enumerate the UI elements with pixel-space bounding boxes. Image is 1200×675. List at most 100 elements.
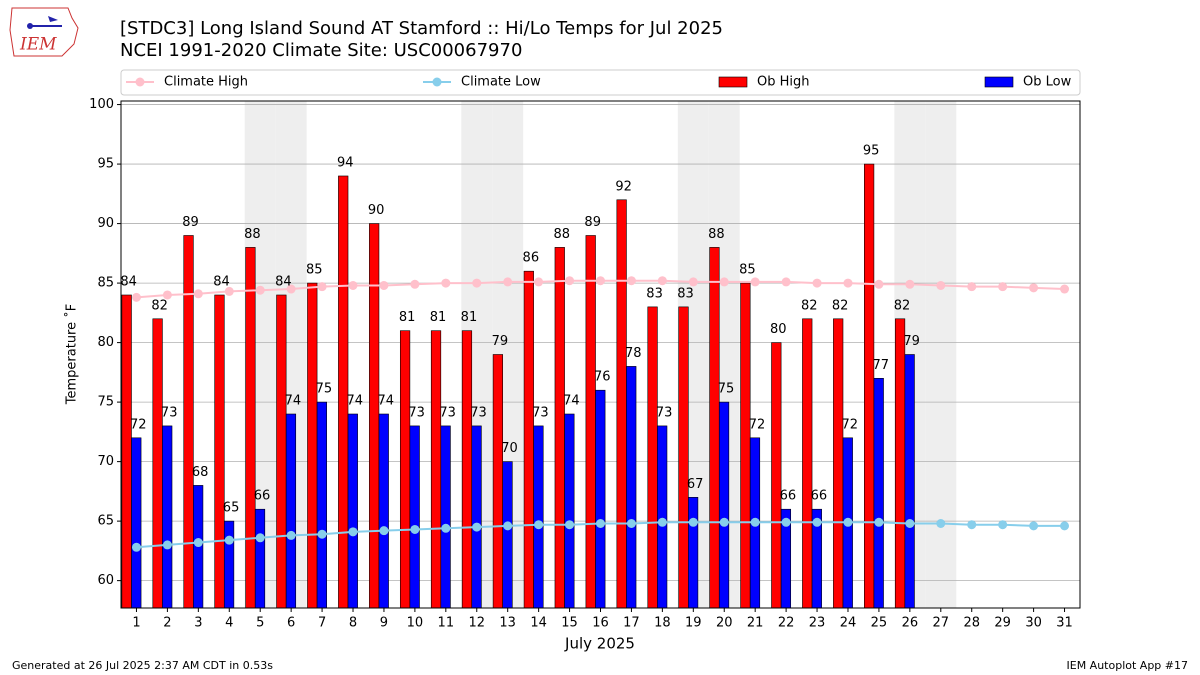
x-tick-label: 2 — [163, 616, 171, 631]
line-marker — [472, 522, 482, 532]
bar — [585, 235, 596, 609]
line-marker — [1029, 521, 1039, 531]
bar — [245, 247, 256, 609]
data-label: 73 — [532, 405, 549, 420]
line-marker — [967, 520, 977, 530]
bar — [833, 318, 844, 609]
logo: IEM — [9, 7, 79, 57]
x-tick-label: 26 — [902, 616, 919, 631]
bar — [678, 306, 689, 609]
x-tick-label: 29 — [994, 616, 1011, 631]
bar — [347, 413, 358, 609]
line-marker — [565, 276, 575, 286]
data-label: 78 — [625, 346, 642, 361]
line-marker — [812, 517, 822, 527]
line-marker — [688, 277, 698, 287]
data-label: 81 — [430, 310, 447, 325]
data-label: 81 — [399, 310, 416, 325]
data-label: 89 — [584, 215, 601, 230]
bar — [709, 247, 720, 609]
x-tick-label: 3 — [194, 616, 202, 631]
data-label: 77 — [872, 358, 889, 373]
x-tick-label: 22 — [778, 616, 795, 631]
line-marker — [657, 276, 667, 286]
line-marker — [131, 542, 141, 552]
bar — [523, 270, 534, 609]
line-marker — [534, 520, 544, 530]
data-label: 72 — [130, 417, 147, 432]
line-marker — [565, 520, 575, 530]
x-tick-label: 24 — [840, 616, 857, 631]
data-label: 90 — [368, 203, 385, 218]
line-marker — [1060, 284, 1070, 294]
data-label: 92 — [615, 179, 632, 194]
data-label: 73 — [408, 405, 425, 420]
line-marker — [936, 519, 946, 528]
bar — [162, 425, 173, 609]
data-label: 80 — [770, 322, 787, 337]
bar — [307, 282, 318, 609]
x-tick-label: 8 — [349, 616, 357, 631]
data-label: 88 — [708, 227, 725, 242]
line-marker — [843, 517, 853, 527]
data-label: 86 — [523, 251, 540, 266]
data-label: 95 — [863, 144, 880, 159]
x-tick-label: 20 — [716, 616, 733, 631]
line-marker — [317, 529, 327, 539]
bar — [461, 330, 473, 609]
data-label: 75 — [718, 382, 735, 397]
x-tick-label: 13 — [499, 616, 516, 631]
bar — [254, 508, 266, 609]
bar — [276, 294, 287, 609]
data-label: 65 — [223, 501, 240, 516]
data-label: 82 — [801, 298, 818, 313]
line-marker — [719, 517, 729, 527]
x-tick-label: 21 — [747, 616, 764, 631]
y-tick-label: 100 — [89, 97, 114, 112]
data-label: 72 — [749, 417, 766, 432]
line-marker — [688, 517, 698, 527]
bar — [502, 461, 513, 609]
bar — [771, 342, 782, 609]
x-tick-label: 27 — [933, 616, 950, 631]
y-tick-label: 60 — [97, 573, 114, 588]
legend-marker — [432, 77, 442, 87]
line-marker — [781, 517, 791, 527]
bar — [533, 425, 544, 609]
line-marker — [410, 279, 420, 289]
bar — [688, 497, 699, 609]
line-marker — [596, 276, 605, 286]
legend-label: Ob High — [757, 75, 810, 90]
bar — [316, 401, 327, 609]
data-label: 74 — [563, 394, 580, 409]
data-label: 73 — [161, 405, 178, 420]
data-label: 66 — [254, 489, 271, 504]
legend-swatch — [718, 76, 748, 88]
data-label: 88 — [244, 227, 261, 242]
line-marker — [193, 289, 203, 299]
bar — [616, 199, 627, 609]
data-label: 82 — [151, 298, 168, 313]
line-marker — [781, 277, 791, 287]
y-tick-label: 70 — [97, 454, 114, 469]
chart-subtitle: NCEI 1991-2020 Climate Site: USC00067970 — [120, 40, 522, 61]
line-marker — [162, 540, 172, 550]
x-tick-label: 9 — [380, 616, 388, 631]
y-tick-label: 75 — [97, 395, 114, 410]
data-label: 67 — [687, 477, 704, 492]
data-label: 88 — [553, 227, 570, 242]
line-marker — [626, 519, 636, 528]
x-tick-label: 16 — [592, 616, 609, 631]
x-tick-label: 1 — [132, 616, 140, 631]
bar — [740, 282, 751, 609]
line-marker — [441, 523, 451, 533]
line-marker — [503, 277, 513, 287]
y-tick-label: 65 — [97, 514, 114, 529]
x-tick-label: 7 — [318, 616, 326, 631]
x-tick-label: 25 — [871, 616, 888, 631]
line-marker — [936, 280, 946, 290]
legend-box — [120, 69, 1081, 96]
line-marker — [657, 517, 667, 527]
data-label: 70 — [501, 441, 518, 456]
line-marker — [224, 535, 234, 545]
